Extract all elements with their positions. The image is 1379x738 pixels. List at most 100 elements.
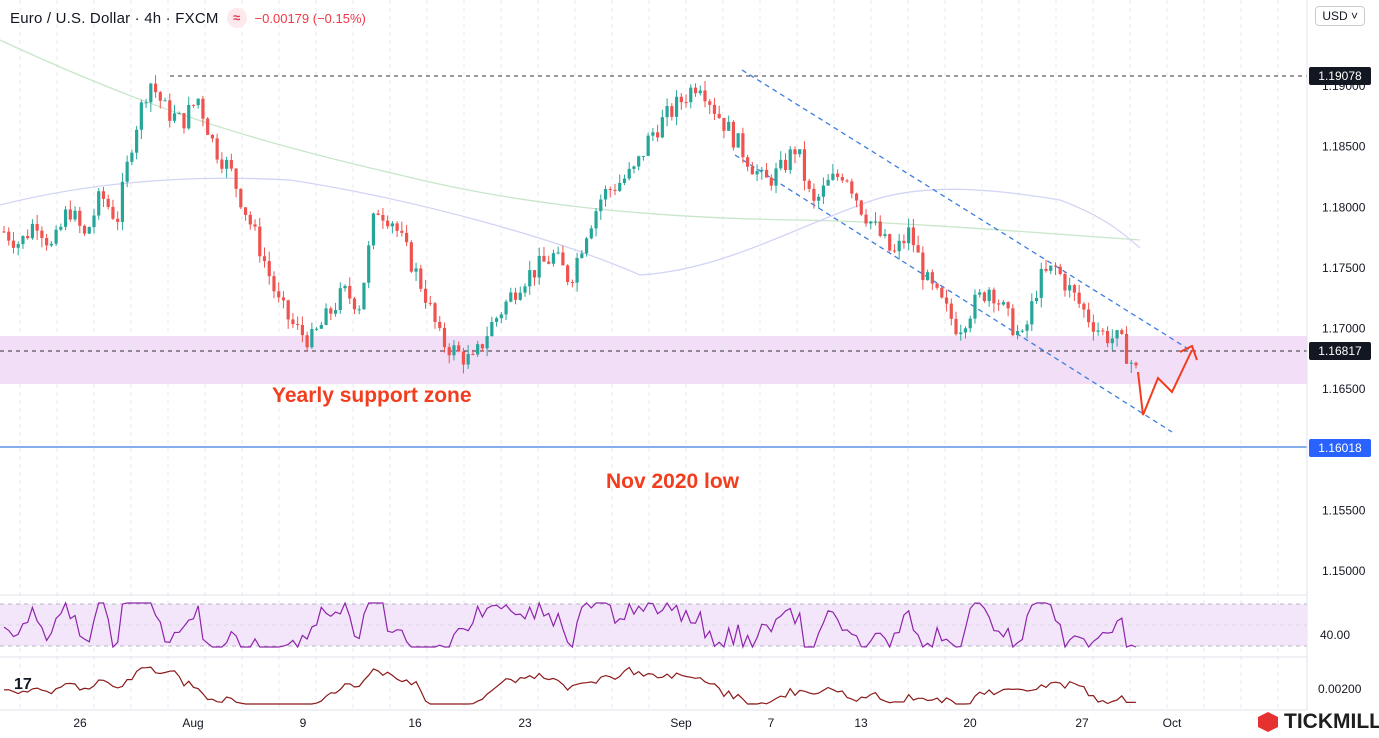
price-axis: 1.190001.185001.180001.175001.170001.165… <box>1322 79 1366 578</box>
candle-body <box>693 87 698 94</box>
price-tag-nov-low: 1.16018 <box>1309 439 1371 457</box>
candle-body <box>300 324 304 336</box>
candle-body <box>1124 333 1129 364</box>
candle-body <box>144 102 148 104</box>
candle-body <box>764 169 769 178</box>
candle-body <box>461 351 466 365</box>
candle-body <box>447 347 451 356</box>
candle-body <box>1006 302 1010 309</box>
candle-body <box>992 289 996 304</box>
candle-body <box>708 101 712 105</box>
candle-body <box>457 345 461 352</box>
candle-body <box>414 268 418 272</box>
candle-body <box>637 156 641 167</box>
candle-body <box>471 354 475 356</box>
candle-body <box>253 224 257 227</box>
candle-body <box>78 210 82 226</box>
candle-body <box>821 185 825 197</box>
candle-body <box>168 100 172 121</box>
price-tick-label: 1.18500 <box>1322 140 1366 154</box>
price-tag-top-level: 1.19078 <box>1309 67 1371 85</box>
time-tick-label: 26 <box>73 716 87 730</box>
tradingview-logo-icon: 17 <box>14 676 32 693</box>
channel-upper-line <box>741 69 1191 351</box>
candle-body <box>1053 265 1058 267</box>
candle-body <box>523 286 527 293</box>
candle-body <box>272 276 276 292</box>
candle-body <box>580 253 584 258</box>
candle-body <box>139 102 143 130</box>
candle-body <box>897 240 901 252</box>
candle-body <box>172 113 177 121</box>
candle-body <box>1072 285 1077 293</box>
candle-body <box>959 332 963 335</box>
candle-body <box>1120 330 1124 334</box>
candle-body <box>362 282 366 310</box>
candle-body <box>1039 268 1043 298</box>
candlestick-series <box>2 75 1138 374</box>
candle-body <box>296 324 300 326</box>
candle-body <box>35 223 39 231</box>
candle-body <box>741 133 745 158</box>
candle-body <box>907 227 911 244</box>
candle-body <box>1096 330 1100 332</box>
candle-body <box>1049 265 1053 271</box>
candle-body <box>187 104 191 129</box>
candle-body <box>466 354 470 365</box>
price-tick-label: 1.17000 <box>1322 322 1366 336</box>
candle-body <box>807 180 811 189</box>
candle-body <box>305 335 309 348</box>
candle-body <box>367 245 371 283</box>
candle-body <box>547 261 551 264</box>
candle-body <box>225 159 229 169</box>
candle-body <box>537 255 541 278</box>
time-axis: 26 Aug 9 16 23 Sep 7 13 20 27 Oct <box>73 716 1182 730</box>
candle-body <box>262 256 267 262</box>
candle-body <box>551 253 556 264</box>
candle-body <box>509 292 513 302</box>
candle-body <box>1044 268 1048 271</box>
candle-body <box>49 243 53 246</box>
candle-body <box>1115 330 1119 339</box>
candle-body <box>561 252 565 266</box>
candle-body <box>310 329 314 348</box>
candle-body <box>997 303 1001 305</box>
candle-body <box>229 159 233 169</box>
candle-body <box>566 265 570 283</box>
candle-body <box>68 209 72 220</box>
chart-header: Euro / U.S. Dollar · 4h · FXCM ≈ −0.0017… <box>10 8 366 28</box>
candle-body <box>798 149 802 155</box>
compare-icon[interactable]: ≈ <box>226 8 247 28</box>
candle-body <box>1101 330 1105 332</box>
candle-body <box>660 117 664 138</box>
candle-body <box>513 292 518 300</box>
candle-body <box>125 161 129 182</box>
candle-body <box>324 308 328 325</box>
candle-body <box>357 309 361 311</box>
candle-body <box>352 298 357 310</box>
candle-body <box>1110 338 1114 344</box>
candle-body <box>319 324 323 329</box>
price-change: −0.00179 (−0.15%) <box>254 10 366 26</box>
candle-body <box>277 291 281 298</box>
candle-body <box>755 171 759 175</box>
candle-body <box>869 221 873 224</box>
time-tick-label: 13 <box>854 716 868 730</box>
candle-body <box>258 226 262 257</box>
candle-body <box>267 261 271 277</box>
candle-body <box>1058 266 1062 274</box>
candle-body <box>831 173 835 180</box>
candle-body <box>433 303 437 322</box>
candle-body <box>608 188 612 190</box>
candle-body <box>840 177 844 181</box>
price-tick-label: 1.17500 <box>1322 261 1366 275</box>
candle-body <box>978 292 982 295</box>
candle-body <box>746 157 750 167</box>
candle-body <box>973 294 977 319</box>
currency-select[interactable]: USD ˅ <box>1315 6 1365 26</box>
candle-body <box>329 308 333 314</box>
candle-body <box>731 121 736 148</box>
candle-body <box>348 285 352 299</box>
candle-body <box>641 155 646 157</box>
